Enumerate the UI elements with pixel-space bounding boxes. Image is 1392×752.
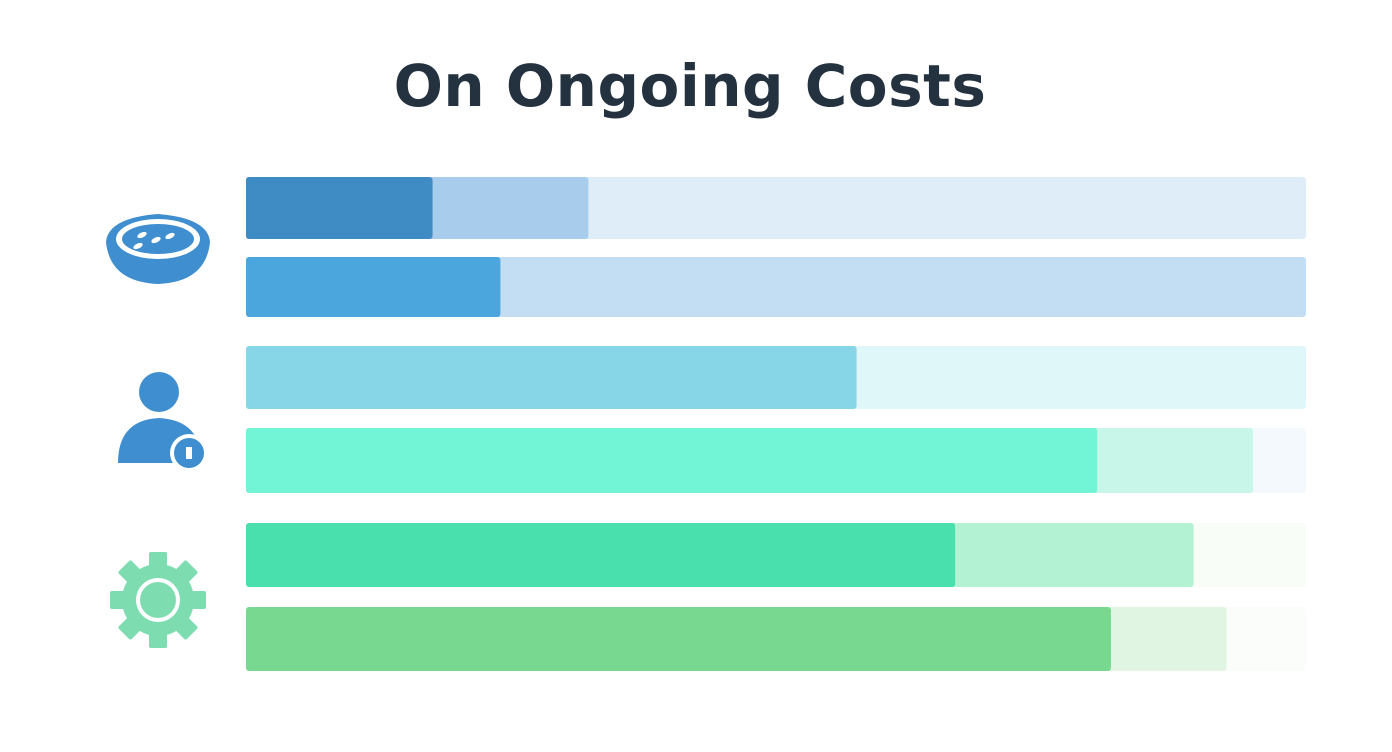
bar-primary-2-1 — [246, 346, 857, 409]
gear-icon — [108, 550, 208, 650]
chart-title: On Ongoing Costs — [393, 52, 987, 120]
user-badge-icon — [118, 372, 208, 470]
bar-primary-3-2 — [246, 607, 1111, 671]
bar-primary-1-1 — [246, 177, 433, 239]
bar-primary-3-1 — [246, 523, 956, 587]
bar-track-1-2 — [246, 257, 1306, 317]
food-bowl-icon — [106, 214, 210, 284]
bar-primary-1-2 — [246, 257, 501, 317]
bar-primary-2-2 — [246, 428, 1098, 493]
